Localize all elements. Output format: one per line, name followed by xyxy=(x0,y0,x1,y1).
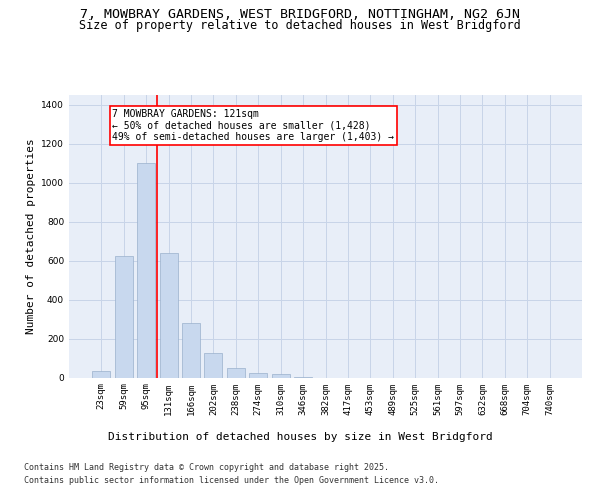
Bar xyxy=(160,253,178,378)
Bar xyxy=(137,163,155,378)
Text: Contains HM Land Registry data © Crown copyright and database right 2025.: Contains HM Land Registry data © Crown c… xyxy=(24,464,389,472)
Bar xyxy=(249,372,267,378)
Bar xyxy=(92,370,110,378)
Text: 7 MOWBRAY GARDENS: 121sqm
← 50% of detached houses are smaller (1,428)
49% of se: 7 MOWBRAY GARDENS: 121sqm ← 50% of detac… xyxy=(112,108,394,142)
Bar xyxy=(227,368,245,378)
Text: Size of property relative to detached houses in West Bridgford: Size of property relative to detached ho… xyxy=(79,19,521,32)
Bar xyxy=(205,353,223,378)
Bar xyxy=(294,376,312,378)
Bar xyxy=(272,374,290,378)
Text: Distribution of detached houses by size in West Bridgford: Distribution of detached houses by size … xyxy=(107,432,493,442)
Text: 7, MOWBRAY GARDENS, WEST BRIDGFORD, NOTTINGHAM, NG2 6JN: 7, MOWBRAY GARDENS, WEST BRIDGFORD, NOTT… xyxy=(80,8,520,20)
Bar xyxy=(115,256,133,378)
Y-axis label: Number of detached properties: Number of detached properties xyxy=(26,138,35,334)
Bar xyxy=(182,323,200,378)
Text: Contains public sector information licensed under the Open Government Licence v3: Contains public sector information licen… xyxy=(24,476,439,485)
